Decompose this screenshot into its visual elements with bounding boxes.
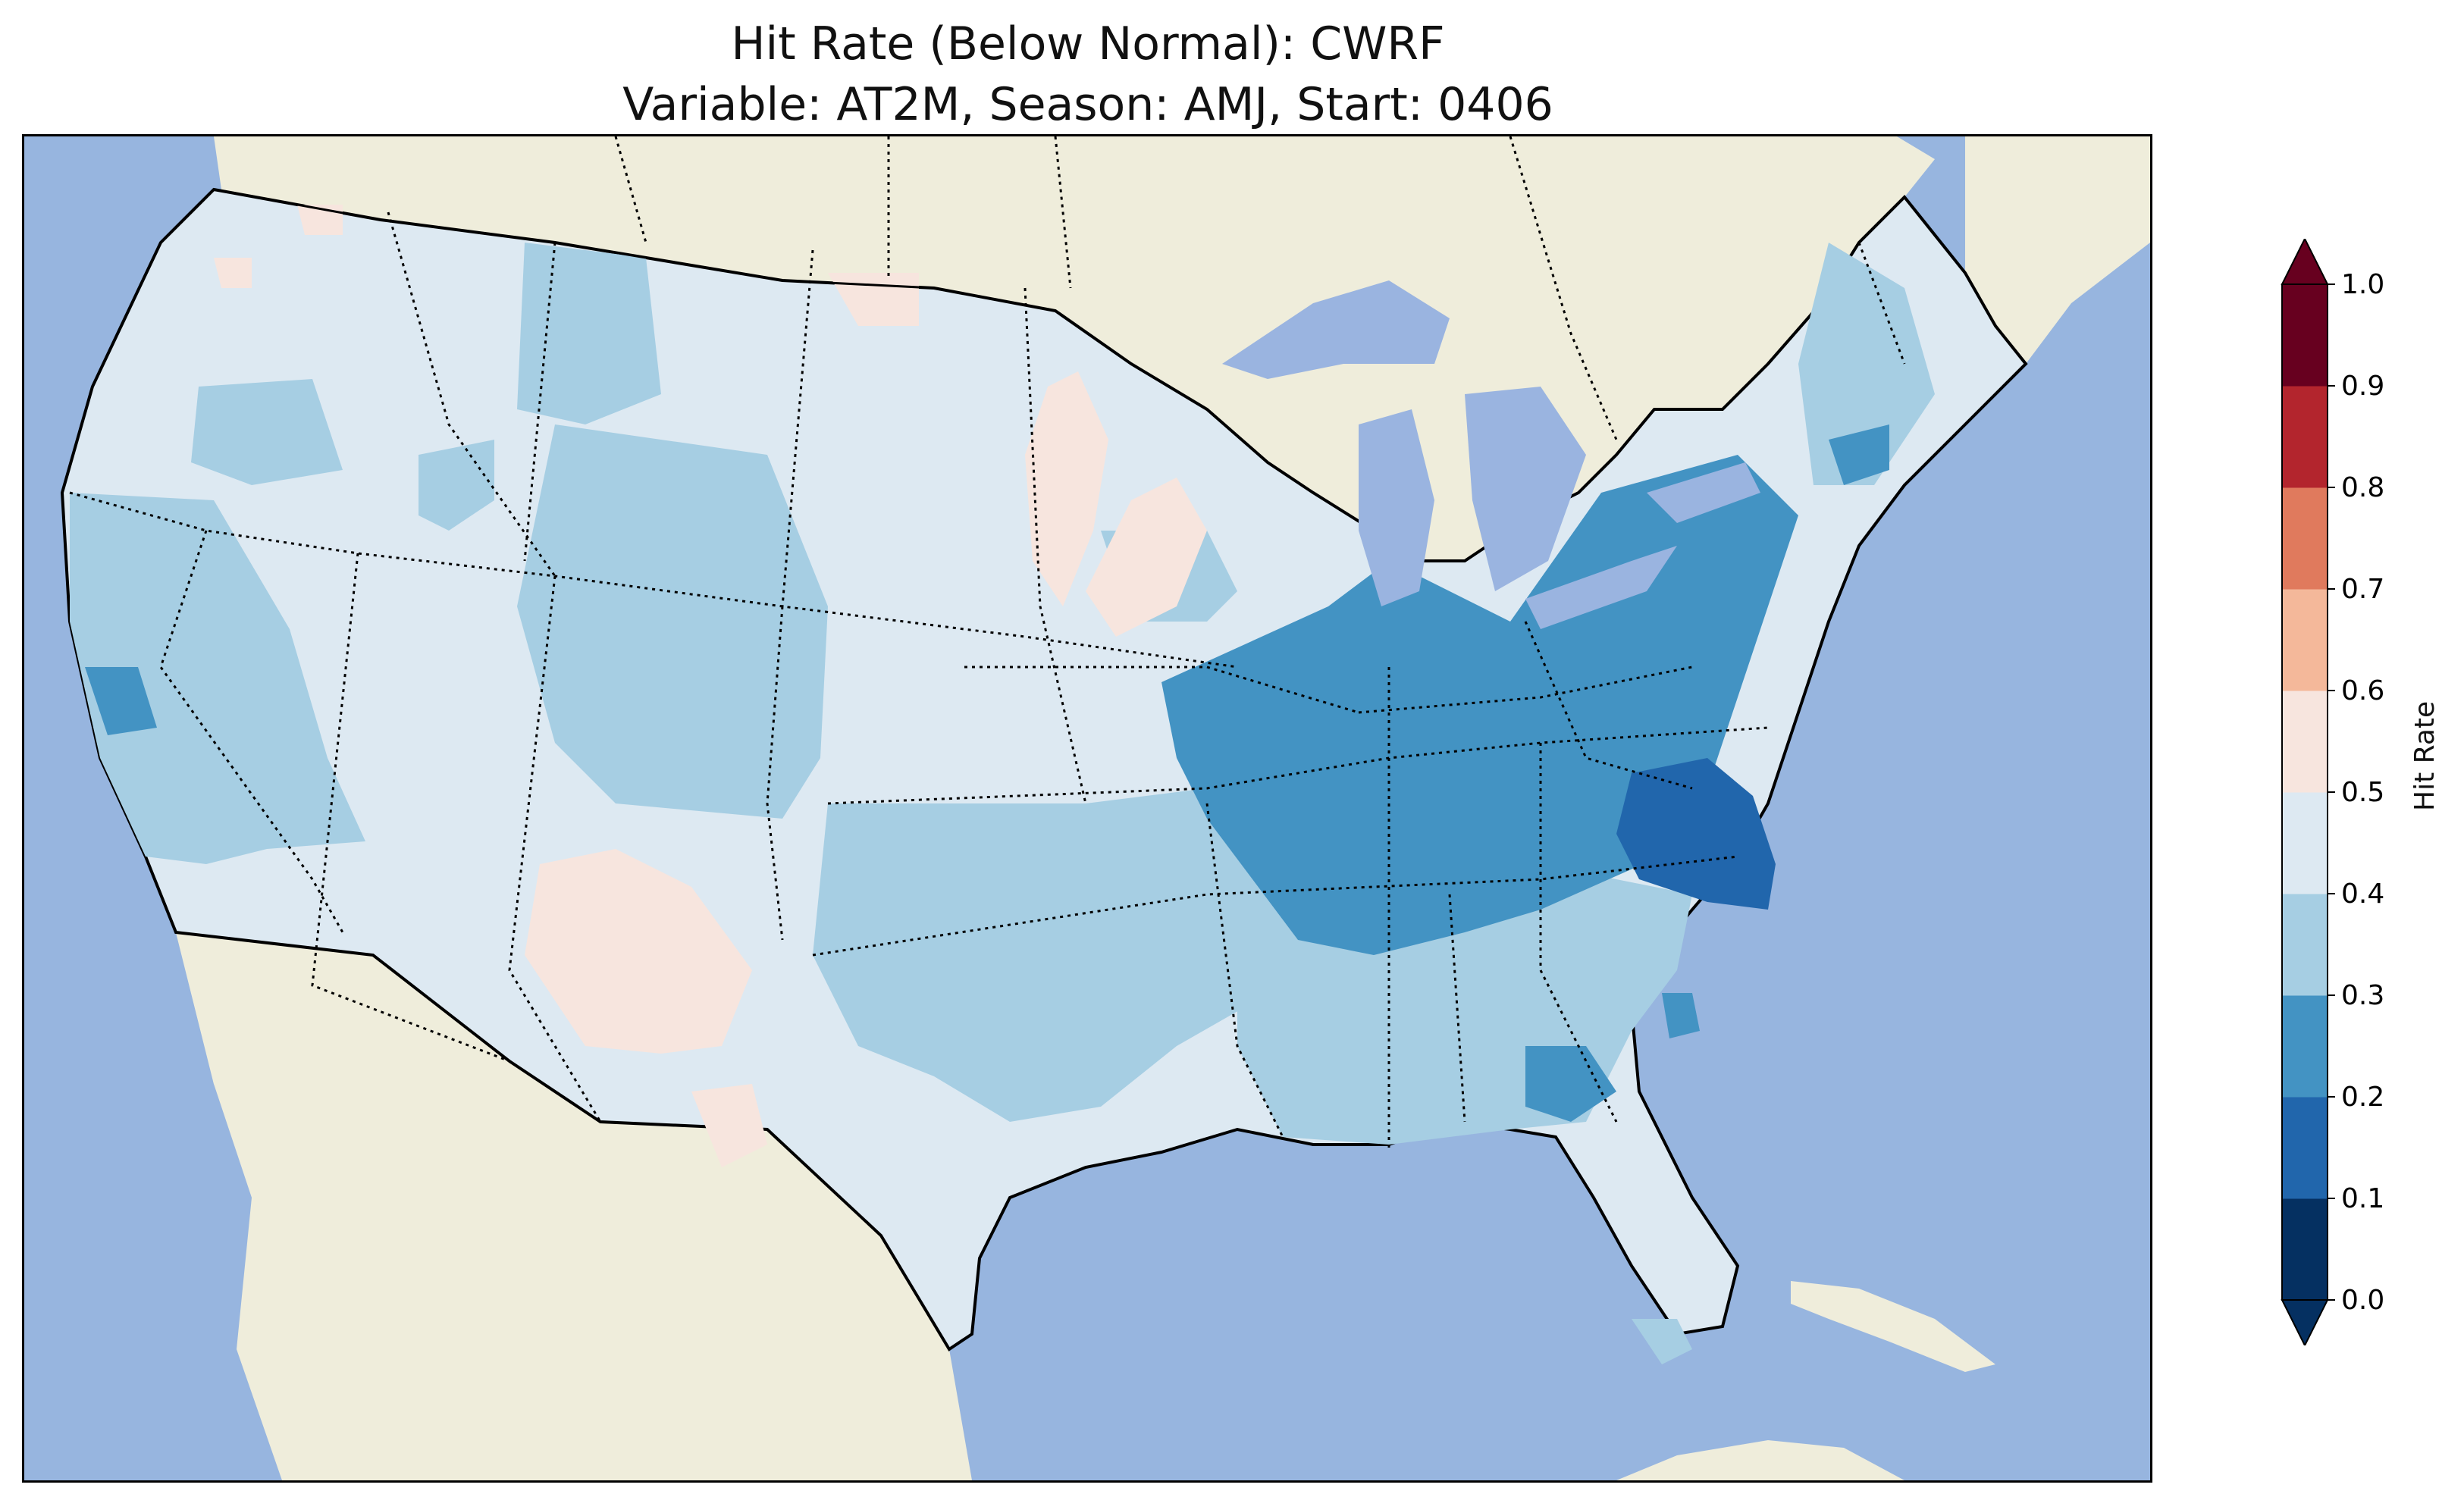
- hit-rate-0.1-0.2-region: [1616, 758, 1776, 910]
- colorbar-bin: [2282, 386, 2328, 488]
- colorbar-tick-label: 0.8: [2341, 472, 2384, 503]
- colorbar-label: Hit Rate: [2409, 700, 2440, 811]
- colorbar-bin: [2282, 589, 2328, 691]
- colorbar-bin: [2282, 1198, 2328, 1301]
- title-line-1: Hit Rate (Below Normal): CWRF: [731, 17, 1445, 70]
- cuba-land: [1791, 1281, 1995, 1372]
- colorbar-bin: [2282, 792, 2328, 894]
- baja-land: [176, 932, 449, 1425]
- province-borders: [614, 136, 1906, 440]
- state-borders: [69, 211, 1769, 1152]
- hit-rate-0.3-0.4-regions: [70, 243, 1935, 1364]
- colorbar-extend-high: [2281, 239, 2329, 285]
- colorbar-tick-label: 0.4: [2341, 879, 2384, 910]
- colorbar-bin: [2282, 894, 2328, 996]
- colorbar-bin: [2282, 691, 2328, 793]
- great-lakes: [1222, 280, 1760, 629]
- colorbar: 0.0 0.1 0.2 0.3 0.4 0.5 0.6 0.7 0.8 0.9 1.0: [2281, 239, 2384, 1345]
- colorbar-tick-label: 0.6: [2341, 675, 2384, 706]
- colorbar-tick-label: 1.0: [2341, 269, 2384, 300]
- hit-rate-0.5-0.6-regions: [214, 205, 1207, 1167]
- colorbar-tick-label: 0.0: [2341, 1285, 2384, 1316]
- colorbar-tick-label: 0.7: [2341, 574, 2384, 605]
- colorbar-bin: [2282, 487, 2328, 590]
- colorbar-tick-label: 0.9: [2341, 371, 2384, 402]
- south-land: [1616, 1440, 1904, 1480]
- colorbar-bin: [2282, 995, 2328, 1098]
- colorbar-bin: [2282, 1097, 2328, 1199]
- colorbar-tick-label: 0.3: [2341, 980, 2384, 1011]
- map-canvas: [60, 136, 2150, 1480]
- colorbar-tick-label: 0.1: [2341, 1183, 2384, 1214]
- colorbar-extend-low: [2281, 1299, 2329, 1345]
- colorbar-tick-label: 0.2: [2341, 1082, 2384, 1113]
- colorbar-bin: [2282, 284, 2328, 387]
- us-canada-border: [213, 188, 1056, 312]
- mexico-land: [176, 932, 972, 1480]
- map-title: Hit Rate (Below Normal): CWRF Variable: …: [0, 14, 2176, 135]
- title-line-2: Variable: AT2M, Season: AMJ, Start: 0406: [622, 78, 1553, 131]
- colorbar-tick-label: 0.5: [2341, 777, 2384, 808]
- map-panel: [22, 134, 2152, 1483]
- maritimes-land: [1965, 136, 2150, 364]
